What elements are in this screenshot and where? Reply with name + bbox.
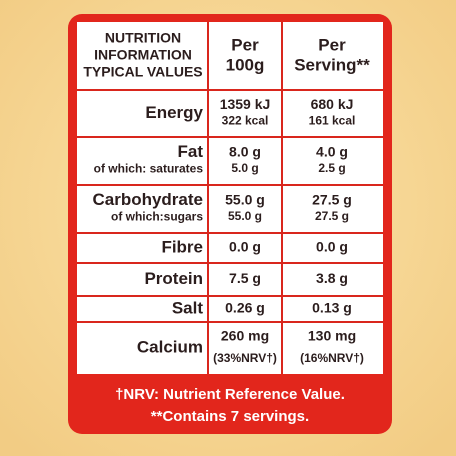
footer-note: **Contains 7 servings. <box>151 408 309 425</box>
cell-text: (33%NRV†) <box>213 351 277 365</box>
cell-text: 55.0 g <box>225 192 265 208</box>
cell-text: Per <box>231 35 259 54</box>
cell-text: TYPICAL VALUES <box>83 64 202 80</box>
cell-text: Calcium <box>137 337 203 356</box>
footer-note: †NRV: Nutrient Reference Value. <box>115 386 345 403</box>
cell-text: of which:sugars <box>111 210 203 224</box>
cell-text: Serving** <box>294 55 370 74</box>
cell-text: INFORMATION <box>94 47 192 63</box>
cell-text: Energy <box>145 103 203 122</box>
cell-text: Fat <box>178 142 204 161</box>
cell-text: 322 kcal <box>222 114 269 128</box>
cell-text: 5.0 g <box>231 161 258 175</box>
cell-text: 2.5 g <box>318 161 345 175</box>
cell-text: Salt <box>172 298 204 317</box>
cell-text: 130 mg <box>308 328 356 344</box>
cell-text: 1359 kJ <box>220 96 271 112</box>
cell-text: 27.5 g <box>312 192 352 208</box>
cell-text: 680 kJ <box>311 96 354 112</box>
cell-text: 7.5 g <box>229 270 261 286</box>
footer: †NRV: Nutrient Reference Value. **Contain… <box>115 386 345 425</box>
cell-text: Per <box>318 35 346 54</box>
cell-text: 3.8 g <box>316 270 348 286</box>
cell-text: 260 mg <box>221 328 269 344</box>
cell-text: 4.0 g <box>316 144 348 160</box>
cell-text: Protein <box>144 269 203 288</box>
cell-text: 100g <box>226 55 265 74</box>
cell-text: 55.0 g <box>228 209 262 223</box>
table-area <box>77 22 383 374</box>
cell-text: of which: saturates <box>94 162 204 176</box>
cell-text: 0.0 g <box>316 239 348 255</box>
cell-text: 0.26 g <box>225 300 265 316</box>
cell-text: 8.0 g <box>229 144 261 160</box>
cell-text: Carbohydrate <box>92 190 203 209</box>
cell-text: Fibre <box>161 237 203 256</box>
cell-text: (16%NRV†) <box>300 351 364 365</box>
cell-text: 0.13 g <box>312 300 352 316</box>
cell-text: NUTRITION <box>105 30 181 46</box>
cell-text: 161 kcal <box>309 114 356 128</box>
cell-text: 27.5 g <box>315 209 349 223</box>
cell-text: 0.0 g <box>229 239 261 255</box>
